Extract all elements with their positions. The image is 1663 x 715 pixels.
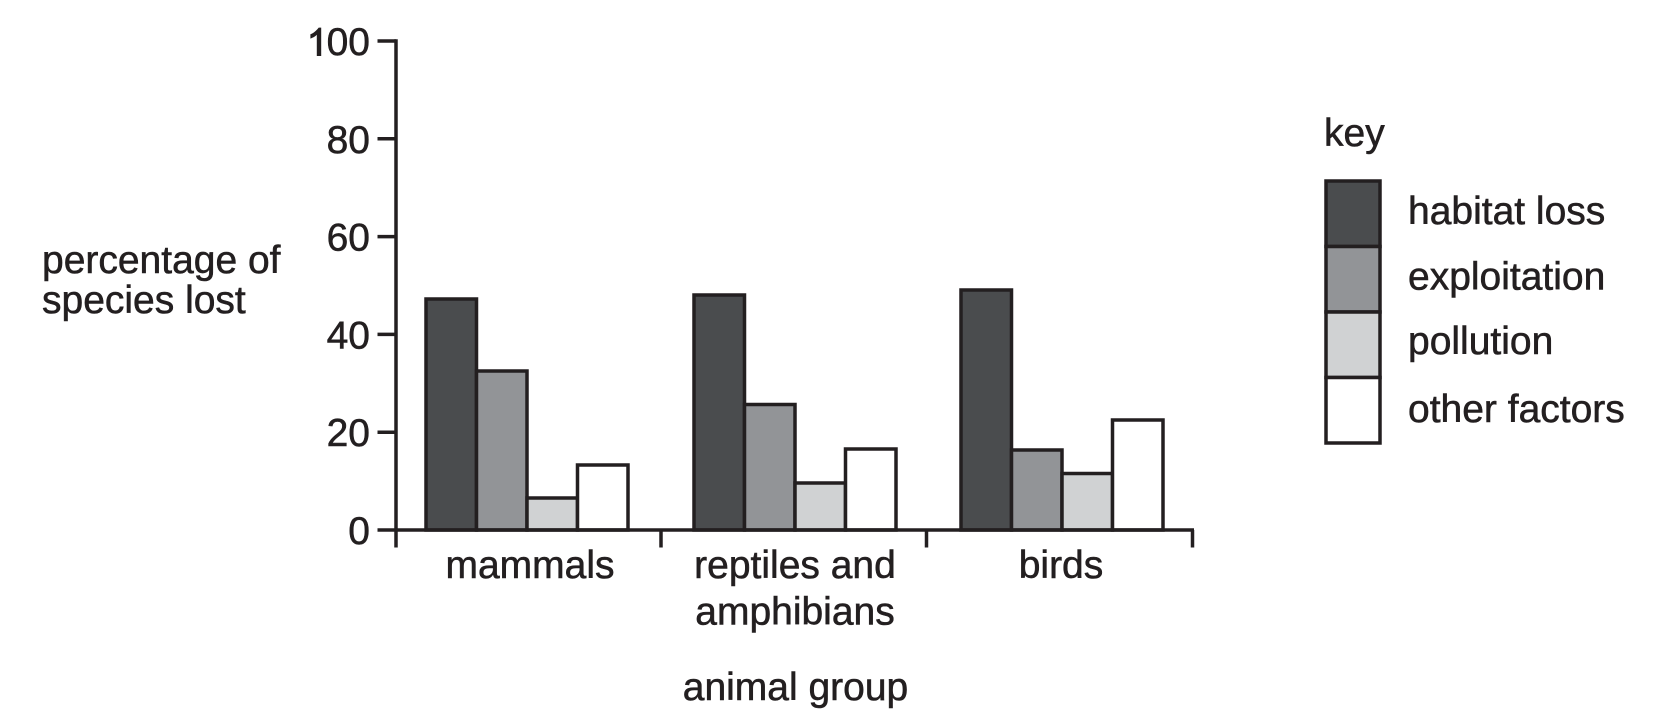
svg-text:other factors: other factors — [1408, 388, 1625, 431]
svg-text:reptiles and: reptiles and — [694, 544, 896, 587]
svg-text:habitat loss: habitat loss — [1408, 190, 1605, 233]
svg-text:20: 20 — [327, 412, 370, 455]
svg-text:animal group: animal group — [683, 666, 908, 709]
svg-text:mammals: mammals — [445, 544, 614, 587]
svg-text:amphibians: amphibians — [695, 591, 894, 634]
svg-text:exploitation: exploitation — [1408, 256, 1605, 299]
svg-text:percentage of: percentage of — [42, 239, 281, 282]
svg-text:species lost: species lost — [42, 279, 246, 322]
svg-text:80: 80 — [327, 119, 370, 162]
svg-text:pollution: pollution — [1408, 320, 1553, 363]
svg-text:birds: birds — [1019, 544, 1104, 587]
svg-text:00: 00 — [327, 21, 370, 64]
svg-text:40: 40 — [327, 314, 370, 357]
svg-text:0: 0 — [348, 510, 370, 553]
svg-text:key: key — [1324, 112, 1385, 155]
svg-text:60: 60 — [327, 217, 370, 260]
